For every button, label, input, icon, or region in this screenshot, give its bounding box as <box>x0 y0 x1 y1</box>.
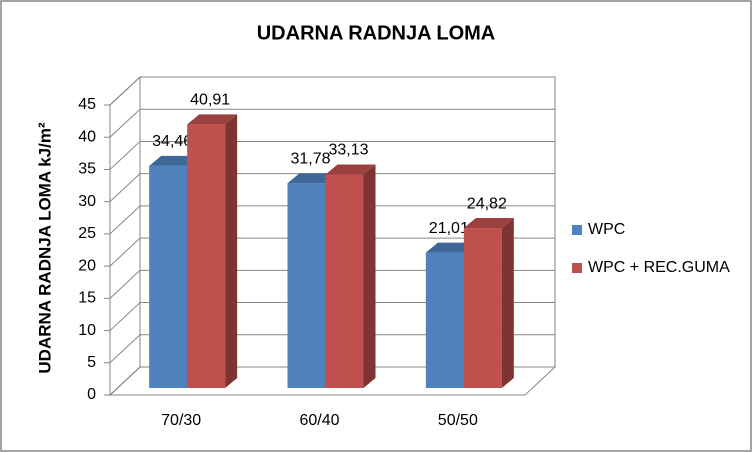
bar-front <box>149 165 188 388</box>
bar-side <box>225 114 238 388</box>
bar-top <box>187 114 238 125</box>
value-label: 40,91 <box>190 92 230 109</box>
x-tick-label: 60/40 <box>299 412 339 429</box>
value-label: 21,01 <box>429 220 469 237</box>
bar-top <box>325 164 376 175</box>
y-tick-label: 0 <box>87 386 96 403</box>
grid-line-side <box>109 366 141 396</box>
legend-label: WPC + REC.GUMA <box>588 259 730 276</box>
y-tick-label: 20 <box>78 257 96 274</box>
grid-line-side <box>109 269 141 299</box>
chart-title: UDARNA RADNJA LOMA <box>257 22 496 44</box>
y-tick-label: 30 <box>78 193 96 210</box>
value-label: 31,78 <box>290 150 330 167</box>
bar-top <box>149 155 200 166</box>
x-tick-label: 50/50 <box>438 412 478 429</box>
y-tick-label: 5 <box>87 354 96 371</box>
bar-side <box>363 164 376 388</box>
y-tick-label: 10 <box>78 322 96 339</box>
bar-front <box>287 183 326 388</box>
grid-line-side <box>109 141 141 170</box>
y-tick-label: 45 <box>78 96 96 113</box>
value-label: 34,46 <box>152 133 192 150</box>
bar-front <box>187 124 226 388</box>
bar-top <box>287 173 338 184</box>
bar-front <box>463 228 502 388</box>
bar-top <box>425 242 476 253</box>
grid-line-side <box>109 108 141 138</box>
y-axis-label: UDARNA RADNJA LOMA kJ/m² <box>35 122 54 374</box>
grid-line-side <box>109 237 141 267</box>
legend-swatch <box>572 225 582 235</box>
bar-top <box>463 218 514 229</box>
y-tick-label: 15 <box>78 290 96 307</box>
grid-line-side <box>109 302 141 331</box>
grid-line-side <box>109 205 141 235</box>
y-tick-label: 25 <box>78 225 96 242</box>
y-tick-label: 35 <box>78 161 96 178</box>
grid-line-side <box>109 173 141 203</box>
bar-side <box>501 218 514 388</box>
y-tick-label: 40 <box>78 128 96 145</box>
value-label: 24,82 <box>467 195 507 212</box>
legend-label: WPC <box>588 221 625 238</box>
value-label: 33,13 <box>328 142 368 159</box>
x-tick-label: 70/30 <box>161 412 201 429</box>
grid-line-side <box>109 334 141 364</box>
grid-line-side <box>109 76 141 106</box>
bar-front <box>325 174 364 388</box>
legend-swatch <box>572 263 582 273</box>
bar-front <box>425 252 464 388</box>
